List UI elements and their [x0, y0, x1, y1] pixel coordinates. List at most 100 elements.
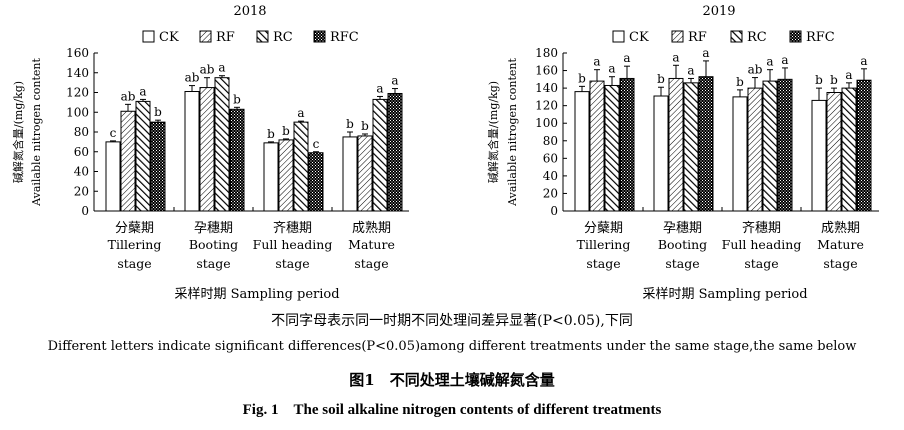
- legend-label-rf: RF: [216, 30, 235, 45]
- y-axis-label-english: Available nitrogen content: [30, 58, 43, 207]
- legend-swatch-rc: [730, 30, 743, 43]
- bar-rf: [589, 80, 605, 212]
- y-tick-label: 100: [535, 116, 558, 130]
- category-label-english: stage: [354, 256, 388, 271]
- significance-letter: b: [233, 92, 241, 106]
- legend-swatch-rf: [671, 30, 684, 43]
- bar-rfc: [856, 79, 872, 212]
- significance-letter: a: [781, 53, 788, 67]
- x-axis-label: 采样时期 Sampling period: [642, 287, 807, 302]
- bar-rc: [293, 121, 309, 212]
- bar-rfc: [619, 77, 635, 212]
- bar-rf: [668, 77, 684, 212]
- figure-title-english: Fig. 1 The soil alkaline nitrogen conten…: [242, 402, 662, 418]
- legend-swatch-rfc: [313, 30, 326, 43]
- category-label-english: stage: [117, 256, 151, 271]
- bar-rc: [214, 77, 230, 212]
- significance-letter: b: [815, 73, 823, 87]
- bar-rfc: [308, 152, 324, 212]
- bar-ck: [811, 99, 827, 212]
- bar-rfc: [777, 78, 793, 212]
- category-label-english: stage: [823, 256, 857, 271]
- category-label-chinese: 孕穗期: [194, 221, 233, 236]
- y-tick-label: 40: [74, 165, 89, 179]
- significance-letter: a: [593, 55, 600, 69]
- category-label-english: Tillering: [108, 237, 162, 252]
- significance-letter: ab: [121, 89, 136, 103]
- figure-charts: 2018 CK RF RC RFC 0 20 40 60 80 100 120 140 160 碱解氮含量/…: [11, 4, 879, 302]
- y-tick-label: 180: [535, 46, 558, 60]
- bar-rc: [372, 98, 388, 212]
- y-tick-label: 60: [543, 151, 558, 165]
- legend-label-rfc: RFC: [806, 30, 835, 45]
- legend-label-rf: RF: [688, 30, 707, 45]
- y-tick-label: 100: [66, 105, 89, 119]
- significance-letter: b: [346, 117, 354, 131]
- significance-letter: a: [297, 106, 304, 120]
- category-label-english: stage: [586, 256, 620, 271]
- significance-letter: a: [623, 51, 630, 65]
- y-tick-label: 160: [66, 46, 89, 60]
- chart-title: 2018: [233, 4, 266, 19]
- chart-2018: 2018 CK RF RC RFC 0 20 40 60 80 100 120 140 160 碱解氮含量/…: [11, 4, 409, 302]
- significance-letter: a: [702, 46, 709, 60]
- bar-rf: [747, 87, 763, 212]
- bar-ck: [263, 142, 279, 212]
- significance-letter: a: [218, 61, 225, 75]
- legend-label-ck: CK: [629, 30, 649, 45]
- bar-rfc: [229, 108, 245, 212]
- figure-title-chinese: 图1 不同处理土壤碱解氮含量: [349, 371, 555, 389]
- significance-letter: b: [578, 71, 586, 85]
- legend-label-rc: RC: [747, 30, 767, 45]
- category-label-chinese: 成熟期: [352, 220, 391, 236]
- note-english: Different letters indicate significant d…: [47, 339, 857, 354]
- bar-rfc: [387, 92, 403, 212]
- y-tick-label: 140: [66, 66, 89, 80]
- bar-rc: [841, 87, 857, 212]
- category-label-english: Mature: [817, 237, 864, 252]
- y-tick-label: 120: [535, 99, 558, 113]
- significance-letter: ab: [185, 71, 200, 85]
- category-label-english: Booting: [658, 237, 707, 252]
- bar-ck: [342, 136, 358, 212]
- y-tick-label: 40: [543, 169, 558, 183]
- chart-2019: 2019 CK RF RC RFC 0 20 40 60 80 100 120 140 160 180 碱解氮…: [486, 4, 879, 302]
- significance-letter: c: [110, 126, 117, 140]
- category-label-chinese: 分蘖期: [115, 221, 154, 236]
- significance-letter: b: [736, 75, 744, 89]
- note-chinese: 不同字母表示同一时期不同处理间差异显著(P<0.05),下同: [271, 313, 633, 329]
- bar-ck: [574, 91, 590, 212]
- category-label-english: Full heading: [253, 237, 333, 252]
- category-label-english: Mature: [348, 237, 395, 252]
- category-label-english: stage: [196, 256, 230, 271]
- category-label-chinese: 成熟期: [821, 220, 860, 236]
- significance-letter: a: [672, 50, 679, 64]
- y-tick-label: 140: [535, 81, 558, 95]
- y-tick-label: 160: [535, 64, 558, 78]
- y-axis-label-chinese: 碱解氮含量/(mg/kg): [11, 81, 25, 183]
- significance-letter: a: [766, 55, 773, 69]
- bar-rc: [135, 100, 151, 212]
- y-tick-label: 120: [66, 86, 89, 100]
- category-label-english: stage: [744, 256, 778, 271]
- category-label-chinese: 孕穗期: [663, 221, 702, 236]
- legend-label-rfc: RFC: [330, 30, 359, 45]
- significance-letter: a: [845, 68, 852, 82]
- bar-rf: [278, 139, 294, 212]
- bar-rc: [604, 84, 620, 212]
- bar-rf: [120, 110, 136, 212]
- bar-rf: [826, 92, 842, 212]
- significance-letter: b: [282, 124, 290, 138]
- category-label-english: Full heading: [722, 237, 802, 252]
- bar-ck: [105, 141, 121, 212]
- legend-swatch-rc: [256, 30, 269, 43]
- y-tick-label: 20: [543, 186, 558, 200]
- bar-ck: [184, 91, 200, 212]
- significance-letter: ab: [748, 63, 763, 77]
- legend-swatch-ck: [612, 30, 625, 43]
- significance-letter: a: [391, 74, 398, 88]
- category-label-english: Booting: [189, 237, 238, 252]
- category-label-english: Tillering: [577, 237, 631, 252]
- x-axis-label: 采样时期 Sampling period: [174, 287, 339, 302]
- y-tick-label: 20: [74, 184, 89, 198]
